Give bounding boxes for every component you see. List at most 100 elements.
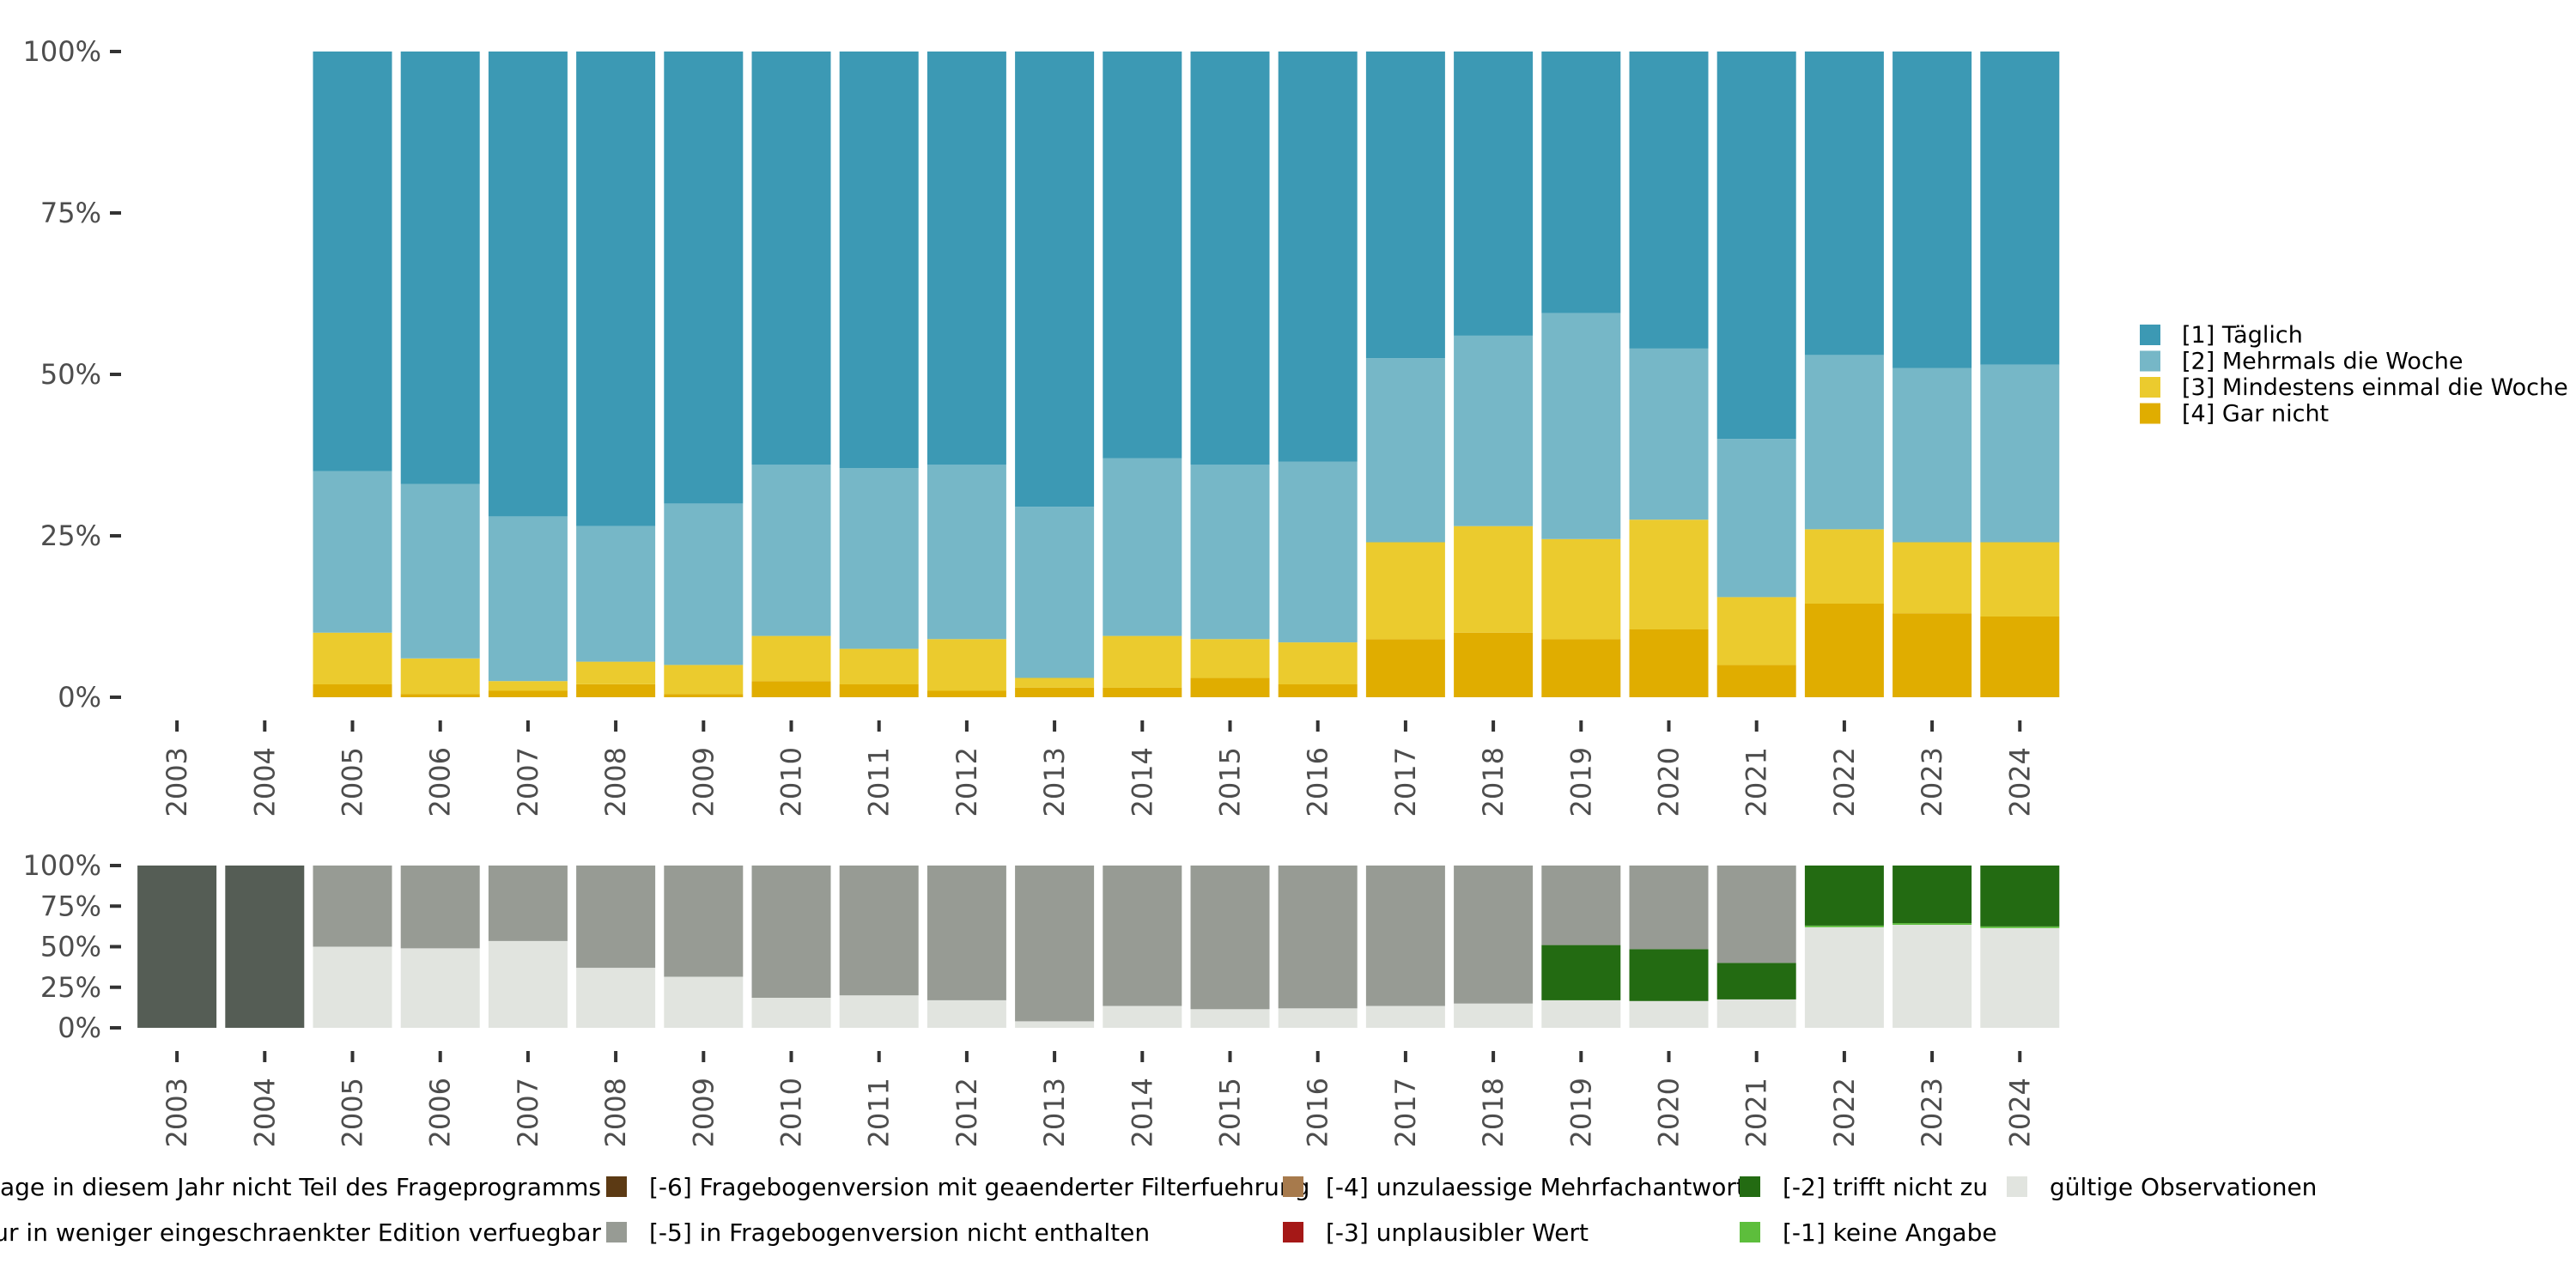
x-tick-label-p1-2010: 2010: [775, 1078, 808, 1147]
bar-segment-p0-2009-s3: [664, 52, 744, 504]
y-tick-label-p1-3: 75%: [40, 890, 101, 922]
bar-segment-p0-2006-s0: [400, 694, 480, 697]
bar-segment-p0-2017-s3: [1365, 52, 1445, 359]
bar-segment-p0-2015-s0: [1190, 677, 1270, 697]
x-tick-label-p0-2004: 2004: [248, 747, 281, 817]
bar-segment-p0-2013-s0: [1015, 687, 1095, 697]
bar-segment-p0-2024-s2: [1980, 364, 2060, 543]
bar-segment-p0-2012-s0: [927, 690, 1006, 697]
legend-key-bottom-7: [1740, 1222, 1760, 1242]
x-tick-label-p1-2020: 2020: [1653, 1078, 1686, 1147]
missing-chart-legend: [-8] Frage in diesem Jahr nicht Teil des…: [0, 1173, 2317, 1247]
bar-segment-p0-2011-s2: [839, 468, 919, 649]
x-tick-label-p0-2014: 2014: [1126, 747, 1158, 817]
bar-segment-p1-2022-s0: [1804, 927, 1884, 1028]
y-tick-label-p0-1: 25%: [40, 519, 101, 552]
bar-segment-p1-2009-s3: [664, 866, 744, 977]
y-tick-label-p0-0: 0%: [58, 681, 101, 714]
bar-segment-p1-2012-s3: [927, 866, 1006, 1000]
x-tick-label-p1-2015: 2015: [1214, 1078, 1247, 1147]
bar-segment-p0-2013-s2: [1015, 507, 1095, 678]
bar-segment-p1-2020-s2: [1629, 949, 1709, 1001]
bar-segment-p0-2018-s0: [1454, 632, 1534, 697]
bar-segment-p1-2015-s0: [1190, 1009, 1270, 1028]
bar-segment-p0-2017-s2: [1365, 358, 1445, 543]
bar-segment-p0-2021-s0: [1716, 665, 1796, 697]
bar-segment-p0-2014-s3: [1103, 52, 1182, 459]
bar-segment-p0-2007-s0: [488, 690, 568, 697]
bar-segment-p0-2023-s2: [1893, 368, 1972, 543]
x-tick-label-p0-2012: 2012: [951, 747, 983, 817]
bar-segment-p0-2005-s2: [313, 471, 392, 633]
x-tick-label-p1-2016: 2016: [1302, 1078, 1334, 1147]
x-tick-label-p1-2014: 2014: [1126, 1078, 1158, 1147]
x-tick-label-p0-2015: 2015: [1214, 747, 1247, 817]
bar-segment-p0-2015-s2: [1190, 465, 1270, 640]
legend-label-top-2: [3] Mindestens einmal die Woche: [2182, 374, 2568, 401]
bar-segment-p1-2016-s3: [1278, 866, 1358, 1009]
bar-segment-p1-2017-s3: [1365, 866, 1445, 1006]
bar-segment-p0-2020-s2: [1629, 348, 1709, 520]
legend-key-top-0: [2140, 325, 2160, 345]
bar-segment-p1-2015-s3: [1190, 866, 1270, 1010]
bar-segment-p1-2003-s4: [137, 866, 217, 1028]
bar-segment-p0-2005-s3: [313, 52, 392, 471]
bar-segment-p1-2016-s0: [1278, 1008, 1358, 1028]
legend-label-bottom-6: [-2] trifft nicht zu: [1783, 1173, 1988, 1201]
x-tick-label-p1-2005: 2005: [337, 1078, 369, 1147]
x-tick-label-p1-2008: 2008: [599, 1078, 632, 1147]
bar-segment-p0-2016-s1: [1278, 642, 1358, 684]
bar-segment-p1-2005-s3: [313, 866, 392, 947]
legend-label-bottom-0: [-8] Frage in diesem Jahr nicht Teil des…: [0, 1173, 601, 1201]
top-chart-panel: 0% 25% 50% 75% 100% 2003 2004 2005 2006 2007 2008 2…: [23, 35, 2060, 817]
bar-segment-p1-2011-s3: [839, 866, 919, 996]
x-tick-label-p1-2004: 2004: [248, 1078, 281, 1147]
bar-segment-p1-2018-s3: [1454, 866, 1534, 1004]
bar-segment-p0-2010-s2: [751, 465, 831, 636]
bar-segment-p0-2020-s1: [1629, 519, 1709, 629]
bar-segment-p0-2015-s1: [1190, 639, 1270, 678]
bar-segment-p0-2012-s2: [927, 465, 1006, 640]
bar-segment-p0-2024-s3: [1980, 52, 2060, 365]
x-tick-label-p1-2018: 2018: [1477, 1078, 1510, 1147]
bar-segment-p0-2013-s1: [1015, 677, 1095, 688]
y-tick-label-p1-4: 100%: [23, 849, 101, 882]
legend-key-bottom-5: [1283, 1222, 1303, 1242]
bar-segment-p1-2024-s1: [1980, 926, 2060, 928]
bar-segment-p0-2009-s1: [664, 665, 744, 695]
x-tick-label-p0-2009: 2009: [687, 747, 720, 817]
bar-segment-p0-2011-s1: [839, 648, 919, 684]
bar-segment-p0-2008-s1: [576, 661, 656, 684]
legend-label-top-3: [4] Gar nicht: [2182, 401, 2329, 428]
legend-key-bottom-8: [2007, 1176, 2027, 1197]
bar-segment-p0-2011-s3: [839, 52, 919, 468]
bar-segment-p0-2024-s0: [1980, 617, 2060, 697]
bar-segment-p1-2020-s3: [1629, 866, 1709, 950]
bar-segment-p0-2021-s1: [1716, 597, 1796, 665]
bar-segment-p0-2018-s2: [1454, 335, 1534, 526]
x-tick-label-p0-2006: 2006: [424, 747, 457, 817]
bar-segment-p0-2005-s1: [313, 632, 392, 684]
bar-segment-p1-2024-s2: [1980, 866, 2060, 927]
bar-segment-p1-2008-s0: [576, 968, 656, 1028]
bar-segment-p1-2009-s0: [664, 976, 744, 1028]
bar-segment-p0-2009-s0: [664, 694, 744, 697]
bar-segment-p0-2014-s1: [1103, 635, 1182, 688]
bar-segment-p1-2008-s3: [576, 866, 656, 969]
bar-segment-p0-2019-s2: [1541, 313, 1621, 539]
x-tick-label-p1-2024: 2024: [2003, 1078, 2036, 1147]
bar-segment-p1-2007-s0: [488, 940, 568, 1028]
bar-segment-p1-2019-s2: [1541, 945, 1621, 1000]
x-tick-label-p1-2013: 2013: [1038, 1078, 1071, 1147]
legend-label-bottom-3: [-5] in Fragebogenversion nicht enthalte…: [649, 1218, 1150, 1247]
bar-segment-p0-2014-s0: [1103, 687, 1182, 697]
bar-segment-p0-2006-s2: [400, 483, 480, 659]
legend-key-bottom-4: [1283, 1176, 1303, 1197]
bar-segment-p0-2010-s1: [751, 635, 831, 682]
legend-key-bottom-6: [1740, 1176, 1760, 1197]
bar-segment-p0-2007-s3: [488, 52, 568, 517]
bar-segment-p1-2011-s0: [839, 995, 919, 1028]
bar-segment-p0-2010-s3: [751, 52, 831, 465]
x-tick-label-p0-2016: 2016: [1302, 747, 1334, 817]
bar-segment-p0-2023-s0: [1893, 613, 1972, 697]
